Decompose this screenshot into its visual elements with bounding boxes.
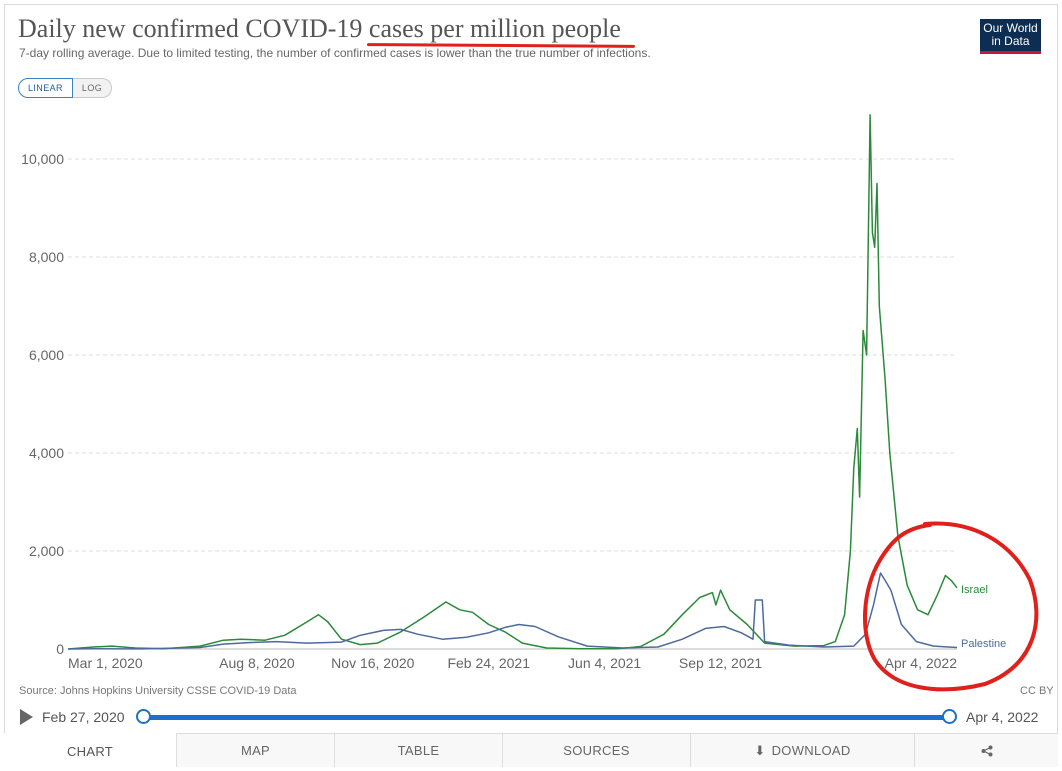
tab-sources-label: SOURCES	[563, 743, 630, 758]
tab-sources[interactable]: SOURCES	[502, 734, 690, 767]
y-tick-label: 8,000	[29, 249, 64, 265]
timeline-start-label: Feb 27, 2020	[42, 709, 125, 725]
line-chart: 0 2,000 4,000 6,000 8,000 10,000 Mar 1, 2020 A…	[21, 114, 1039, 692]
chart-subtitle: 7-day rolling average. Due to limited te…	[19, 46, 651, 60]
series-label-palestine: Palestine	[961, 638, 1006, 650]
tab-map[interactable]: MAP	[176, 734, 334, 767]
share-icon	[981, 745, 992, 756]
y-tick-label: 10,000	[21, 151, 64, 167]
series-labels: Israel Palestine	[961, 584, 1006, 650]
tab-bar: CHART MAP TABLE SOURCES ⬇ DOWNLOAD	[4, 733, 1058, 767]
linear-scale-button[interactable]: LINEAR	[18, 78, 73, 98]
chart-series	[67, 114, 958, 650]
timeline-end-handle[interactable]	[942, 709, 957, 724]
x-tick-label: Sep 12, 2021	[679, 655, 763, 671]
tab-chart-label: CHART	[66, 743, 114, 759]
x-tick-label: Feb 24, 2021	[447, 655, 530, 671]
title-highlight: cases per million people	[368, 14, 621, 43]
tab-share[interactable]	[914, 734, 1058, 767]
source-note: Source: Johns Hopkins University CSSE CO…	[19, 685, 297, 697]
owid-logo[interactable]: Our World in Data	[980, 19, 1041, 54]
series-line-israel	[67, 114, 958, 650]
x-tick-label: Jun 4, 2021	[568, 655, 641, 671]
timeline: Feb 27, 2020 Apr 4, 2022	[18, 706, 1048, 728]
tab-table-label: TABLE	[397, 743, 440, 758]
scale-toggle: LINEAR LOG	[18, 78, 113, 98]
y-axis-ticks: 0 2,000 4,000 6,000 8,000 10,000	[21, 151, 64, 657]
license-link[interactable]: CC BY	[1020, 685, 1054, 697]
x-tick-label: Apr 4, 2022	[885, 655, 958, 671]
timeline-start-handle[interactable]	[136, 709, 151, 724]
annotation-circle	[862, 521, 1039, 692]
tab-chart[interactable]: CHART	[4, 733, 176, 767]
play-icon[interactable]	[20, 709, 33, 725]
tab-download[interactable]: ⬇ DOWNLOAD	[690, 734, 914, 767]
y-tick-label: 0	[56, 641, 64, 657]
x-tick-label: Aug 8, 2020	[219, 655, 295, 671]
log-scale-button[interactable]: LOG	[72, 78, 113, 98]
title-prefix: Daily new confirmed COVID-19	[18, 14, 369, 43]
y-tick-label: 4,000	[29, 445, 64, 461]
chart-title: Daily new confirmed COVID-19 cases per m…	[18, 14, 621, 44]
download-icon: ⬇	[754, 742, 766, 758]
tab-table[interactable]: TABLE	[334, 734, 502, 767]
y-tick-label: 2,000	[29, 543, 64, 559]
tab-map-label: MAP	[240, 743, 271, 758]
logo-line-2: in Data	[991, 34, 1030, 48]
x-tick-label: Mar 1, 2020	[68, 655, 143, 671]
x-tick-label: Nov 16, 2020	[331, 655, 414, 671]
series-line-palestine	[67, 572, 958, 650]
x-axis-ticks: Mar 1, 2020 Aug 8, 2020 Nov 16, 2020 Feb 24…	[68, 655, 957, 671]
chart-grid	[68, 158, 957, 650]
timeline-track[interactable]	[143, 715, 950, 720]
y-tick-label: 6,000	[29, 347, 64, 363]
chart-frame	[4, 4, 1058, 767]
logo-line-1: Our World	[983, 21, 1038, 35]
tab-download-label: DOWNLOAD	[771, 743, 851, 758]
series-label-israel: Israel	[961, 584, 988, 596]
timeline-end-label: Apr 4, 2022	[966, 709, 1039, 725]
